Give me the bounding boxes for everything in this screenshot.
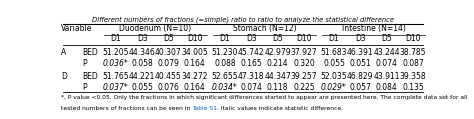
Text: 0.165: 0.165 [240, 59, 262, 68]
Text: 0.076: 0.076 [157, 83, 180, 92]
Text: 0.088: 0.088 [214, 59, 236, 68]
Text: D5: D5 [381, 34, 392, 43]
Text: P: P [82, 83, 87, 92]
Text: D5: D5 [163, 34, 174, 43]
Text: 51.765: 51.765 [102, 72, 129, 81]
Text: 38.785: 38.785 [400, 48, 426, 57]
Text: 37.927: 37.927 [291, 48, 317, 57]
Text: tested numbers of fractions can be seen in: tested numbers of fractions can be seen … [61, 106, 192, 111]
Text: Duodenum (N=10): Duodenum (N=10) [119, 24, 191, 33]
Text: D1: D1 [110, 34, 121, 43]
Text: D3: D3 [246, 34, 256, 43]
Text: 52.035: 52.035 [321, 72, 347, 81]
Text: 51.230: 51.230 [211, 48, 238, 57]
Text: A: A [61, 48, 66, 57]
Text: Different numbers of fractions (=simple) ratio to ratio to analyze the statistic: Different numbers of fractions (=simple)… [92, 17, 394, 23]
Text: 44.221: 44.221 [129, 72, 155, 81]
Text: 0.164: 0.164 [184, 59, 206, 68]
Text: . Italic values indicate statistic difference.: . Italic values indicate statistic diffe… [217, 106, 343, 111]
Text: 40.307: 40.307 [155, 48, 182, 57]
Text: Intestine (N=14): Intestine (N=14) [342, 24, 405, 33]
Text: 0.029*: 0.029* [321, 83, 347, 92]
Text: 0.055: 0.055 [131, 83, 153, 92]
Text: D: D [61, 72, 67, 81]
Text: 0.037*: 0.037* [103, 83, 128, 92]
Text: D1: D1 [328, 34, 339, 43]
Text: 46.829: 46.829 [347, 72, 374, 81]
Text: BED: BED [82, 72, 98, 81]
Text: 0.214: 0.214 [267, 59, 288, 68]
Text: Stomach (N=12): Stomach (N=12) [233, 24, 296, 33]
Text: 0.074: 0.074 [376, 59, 398, 68]
Text: Table S1: Table S1 [192, 106, 217, 111]
Text: 0.074: 0.074 [240, 83, 262, 92]
Text: 0.058: 0.058 [131, 59, 153, 68]
Text: BED: BED [82, 48, 98, 57]
Text: 0.118: 0.118 [267, 83, 288, 92]
Text: 47.318: 47.318 [238, 72, 264, 81]
Text: 43.911: 43.911 [374, 72, 400, 81]
Text: 0.036*: 0.036* [103, 59, 128, 68]
Text: 0.057: 0.057 [349, 83, 371, 92]
Text: 34.005: 34.005 [182, 48, 208, 57]
Text: 44.347: 44.347 [264, 72, 291, 81]
Text: D10: D10 [187, 34, 202, 43]
Text: 39.257: 39.257 [291, 72, 317, 81]
Text: D1: D1 [219, 34, 230, 43]
Text: 52.655: 52.655 [211, 72, 238, 81]
Text: 39.358: 39.358 [400, 72, 427, 81]
Text: 0.084: 0.084 [376, 83, 398, 92]
Text: 0.225: 0.225 [293, 83, 315, 92]
Text: 40.455: 40.455 [155, 72, 182, 81]
Text: D10: D10 [405, 34, 421, 43]
Text: 51.683: 51.683 [321, 48, 347, 57]
Text: 0.164: 0.164 [184, 83, 206, 92]
Text: 42.979: 42.979 [264, 48, 291, 57]
Text: 51.205: 51.205 [102, 48, 129, 57]
Text: 43.244: 43.244 [374, 48, 400, 57]
Text: 44.346: 44.346 [129, 48, 155, 57]
Text: 0.320: 0.320 [293, 59, 315, 68]
Text: Variable: Variable [61, 24, 92, 33]
Text: *, P value <0.05. Only the fractions in which significant differences started to: *, P value <0.05. Only the fractions in … [61, 95, 467, 100]
Text: 45.742: 45.742 [238, 48, 264, 57]
Text: D10: D10 [296, 34, 312, 43]
Text: 0.079: 0.079 [157, 59, 180, 68]
Text: 0.087: 0.087 [402, 59, 424, 68]
Text: 0.034*: 0.034* [212, 83, 238, 92]
Text: P: P [82, 59, 87, 68]
Text: 0.055: 0.055 [323, 59, 345, 68]
Text: D5: D5 [272, 34, 283, 43]
Text: 34.272: 34.272 [182, 72, 208, 81]
Text: D3: D3 [355, 34, 366, 43]
Text: 0.135: 0.135 [402, 83, 424, 92]
Text: 46.391: 46.391 [347, 48, 374, 57]
Text: 0.051: 0.051 [349, 59, 371, 68]
Text: D3: D3 [137, 34, 147, 43]
